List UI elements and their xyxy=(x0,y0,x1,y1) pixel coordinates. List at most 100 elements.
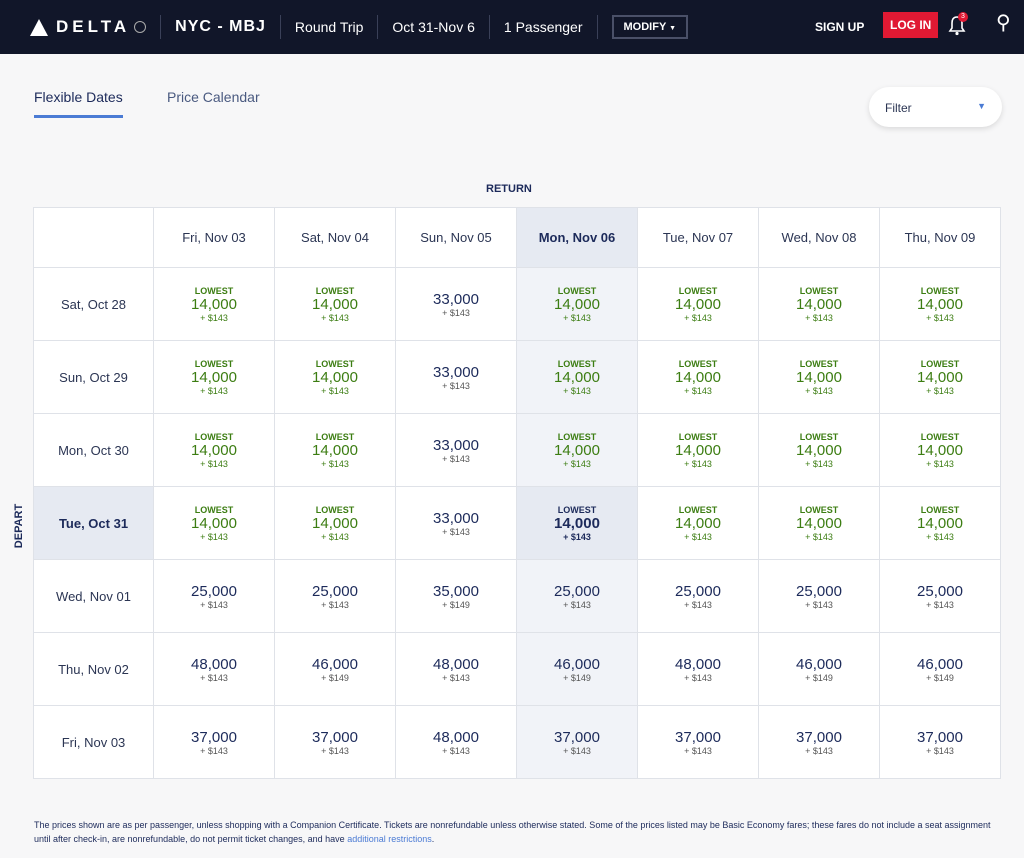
lowest-label: LOWEST xyxy=(678,285,718,296)
sign-up-link[interactable]: SIGN UP xyxy=(815,20,865,34)
fare-cell[interactable]: LOWEST 14,000 + $143 xyxy=(637,413,759,487)
search-icon[interactable]: ⚲ xyxy=(996,12,1011,34)
fare-cell[interactable]: 48,000 + $143 xyxy=(395,632,517,706)
fare-cell[interactable]: 33,000 + $143 xyxy=(395,340,517,414)
depart-date-header: Tue, Oct 31 xyxy=(33,486,154,560)
top-nav: DELTA NYC - MBJ Round Trip Oct 31-Nov 6 … xyxy=(0,0,1024,54)
lowest-label: LOWEST xyxy=(315,285,355,296)
fare-cell[interactable]: 46,000 + $149 xyxy=(516,632,638,706)
fare-fee: + $143 xyxy=(684,672,712,683)
skyteam-icon xyxy=(134,21,147,33)
fare-cell[interactable]: LOWEST 14,000 + $143 xyxy=(879,267,1001,341)
tab-price-calendar[interactable]: Price Calendar xyxy=(167,89,260,105)
fare-miles: 35,000 xyxy=(433,582,479,600)
fare-cell[interactable]: LOWEST 14,000 + $143 xyxy=(516,340,638,414)
fare-cell[interactable]: 46,000 + $149 xyxy=(758,632,880,706)
divider xyxy=(488,15,490,39)
fare-cell[interactable]: LOWEST 14,000 + $143 xyxy=(637,267,759,341)
fare-fee: + $149 xyxy=(926,672,954,683)
return-label: RETURN xyxy=(486,183,532,195)
fare-cell[interactable]: 33,000 + $143 xyxy=(395,413,517,487)
fare-cell[interactable]: LOWEST 14,000 + $143 xyxy=(274,267,396,341)
lowest-label: LOWEST xyxy=(799,285,839,296)
caret-down-icon: ▼ xyxy=(977,101,986,111)
fare-cell[interactable]: LOWEST 14,000 + $143 xyxy=(153,340,275,414)
fare-cell[interactable]: 25,000 + $143 xyxy=(516,559,638,633)
lowest-label: LOWEST xyxy=(920,504,960,515)
fare-cell[interactable]: 48,000 + $143 xyxy=(153,632,275,706)
fare-miles: 46,000 xyxy=(796,655,842,673)
fare-fee: + $143 xyxy=(805,599,833,610)
fare-cell[interactable]: LOWEST 14,000 + $143 xyxy=(637,340,759,414)
lowest-label: LOWEST xyxy=(315,431,355,442)
fare-fee: + $143 xyxy=(442,526,470,537)
disclaimer-end: . xyxy=(431,834,435,844)
delta-logo[interactable]: DELTA xyxy=(30,17,147,37)
fare-fee: + $143 xyxy=(442,745,470,756)
fare-fee: + $143 xyxy=(200,531,228,542)
fare-fee: + $143 xyxy=(684,531,712,542)
log-in-button[interactable]: LOG IN xyxy=(883,12,939,38)
fare-cell[interactable]: LOWEST 14,000 + $143 xyxy=(516,486,638,560)
fare-miles: 14,000 xyxy=(917,441,963,459)
fare-miles: 14,000 xyxy=(675,441,721,459)
fare-cell[interactable]: 48,000 + $143 xyxy=(637,632,759,706)
fare-cell[interactable]: LOWEST 14,000 + $143 xyxy=(758,340,880,414)
fare-cell[interactable]: 46,000 + $149 xyxy=(274,632,396,706)
fare-cell[interactable]: LOWEST 14,000 + $143 xyxy=(274,340,396,414)
fare-cell[interactable]: LOWEST 14,000 + $143 xyxy=(758,413,880,487)
fare-miles: 25,000 xyxy=(191,582,237,600)
fare-miles: 14,000 xyxy=(554,441,600,459)
fare-cell[interactable]: 46,000 + $149 xyxy=(879,632,1001,706)
fare-cell[interactable]: LOWEST 14,000 + $143 xyxy=(879,486,1001,560)
fare-cell[interactable]: LOWEST 14,000 + $143 xyxy=(879,413,1001,487)
fare-cell[interactable]: 37,000 + $143 xyxy=(274,705,396,779)
lowest-label: LOWEST xyxy=(315,504,355,515)
fare-miles: 33,000 xyxy=(433,436,479,454)
fare-miles: 14,000 xyxy=(675,368,721,386)
fare-cell[interactable]: 33,000 + $143 xyxy=(395,486,517,560)
lowest-label: LOWEST xyxy=(920,431,960,442)
fare-cell[interactable]: LOWEST 14,000 + $143 xyxy=(153,413,275,487)
fare-cell[interactable]: LOWEST 14,000 + $143 xyxy=(153,267,275,341)
lowest-label: LOWEST xyxy=(799,504,839,515)
fare-fee: + $143 xyxy=(200,385,228,396)
fare-cell[interactable]: 25,000 + $143 xyxy=(758,559,880,633)
fare-cell[interactable]: LOWEST 14,000 + $143 xyxy=(758,486,880,560)
fare-miles: 14,000 xyxy=(312,441,358,459)
tab-flexible-dates[interactable]: Flexible Dates xyxy=(34,89,123,118)
modify-button[interactable]: MODIFY ▼ xyxy=(611,15,689,39)
fare-cell[interactable]: 25,000 + $143 xyxy=(153,559,275,633)
additional-restrictions-link[interactable]: additional restrictions xyxy=(347,834,432,844)
fare-cell[interactable]: 37,000 + $143 xyxy=(758,705,880,779)
fare-cell[interactable]: LOWEST 14,000 + $143 xyxy=(758,267,880,341)
fare-fee: + $143 xyxy=(200,312,228,323)
fare-miles: 37,000 xyxy=(554,728,600,746)
lowest-label: LOWEST xyxy=(920,358,960,369)
lowest-label: LOWEST xyxy=(194,285,234,296)
fare-fee: + $143 xyxy=(563,385,591,396)
disclaimer: The prices shown are as per passenger, u… xyxy=(34,818,994,846)
fare-cell[interactable]: LOWEST 14,000 + $143 xyxy=(516,413,638,487)
fare-cell[interactable]: 37,000 + $143 xyxy=(637,705,759,779)
fare-cell[interactable]: 37,000 + $143 xyxy=(879,705,1001,779)
fare-cell[interactable]: 25,000 + $143 xyxy=(274,559,396,633)
fare-cell[interactable]: LOWEST 14,000 + $143 xyxy=(637,486,759,560)
fare-miles: 14,000 xyxy=(917,295,963,313)
fare-cell[interactable]: LOWEST 14,000 + $143 xyxy=(153,486,275,560)
fare-cell[interactable]: 25,000 + $143 xyxy=(637,559,759,633)
fare-cell[interactable]: 37,000 + $143 xyxy=(153,705,275,779)
fare-cell[interactable]: LOWEST 14,000 + $143 xyxy=(516,267,638,341)
fare-miles: 14,000 xyxy=(675,295,721,313)
filter-dropdown[interactable]: Filter ▼ xyxy=(869,87,1002,127)
fare-cell[interactable]: 48,000 + $143 xyxy=(395,705,517,779)
fare-cell[interactable]: LOWEST 14,000 + $143 xyxy=(274,486,396,560)
fare-miles: 37,000 xyxy=(675,728,721,746)
fare-cell[interactable]: 25,000 + $143 xyxy=(879,559,1001,633)
fare-cell[interactable]: 35,000 + $149 xyxy=(395,559,517,633)
fare-cell[interactable]: 37,000 + $143 xyxy=(516,705,638,779)
fare-cell[interactable]: LOWEST 14,000 + $143 xyxy=(879,340,1001,414)
fare-cell[interactable]: 33,000 + $143 xyxy=(395,267,517,341)
depart-label: DEPART xyxy=(13,503,26,549)
fare-cell[interactable]: LOWEST 14,000 + $143 xyxy=(274,413,396,487)
